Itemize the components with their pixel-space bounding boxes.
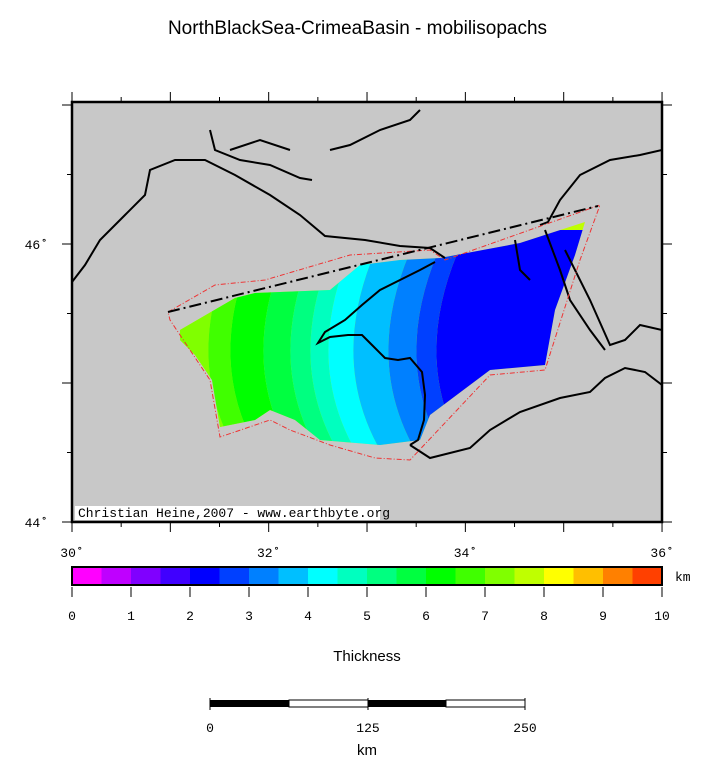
lat-tick-label: 46˚: [25, 238, 48, 253]
colorbar-unit: km: [675, 570, 691, 585]
colorbar-tick-label: 10: [654, 609, 670, 624]
colorbar-tick-label: 7: [481, 609, 489, 624]
thickness-band: [353, 230, 435, 445]
scalebar-unit: km: [357, 742, 377, 759]
frame-ticks: [62, 92, 672, 532]
coastline-crimea: [315, 261, 436, 446]
colorbar-swatch: [544, 567, 574, 585]
colorbar-tick-label: 5: [363, 609, 371, 624]
colorbar-swatch: [72, 567, 102, 585]
scalebar-tick-label: 250: [513, 721, 536, 736]
thickness-band: [328, 230, 400, 445]
colorbar-swatch: [249, 567, 279, 585]
colorbar-swatch: [426, 567, 456, 585]
colorbar-tick-label: 1: [127, 609, 135, 624]
colorbar-swatch: [131, 567, 161, 585]
colorbar-swatch: [632, 567, 663, 585]
thickness-band: [310, 230, 375, 445]
basin-outline: [167, 204, 601, 461]
lat-tick-label: 44˚: [25, 516, 48, 531]
lon-tick-label: 36˚: [650, 546, 673, 561]
thickness-band: [290, 230, 357, 445]
colorbar-tick-label: 2: [186, 609, 194, 624]
colorbar-swatch: [190, 567, 220, 585]
lon-tick-label: 30˚: [60, 546, 83, 561]
colorbar-swatch: [219, 567, 250, 585]
scalebar-tick-label: 125: [356, 721, 379, 736]
colorbar-frame: [71, 566, 663, 586]
map-title: NorthBlackSea-CrimeaBasin - mobilisopach…: [167, 18, 548, 39]
colorbar-tick-label: 6: [422, 609, 430, 624]
colorbar: [72, 567, 663, 585]
thickness-band: [388, 230, 463, 445]
coastline-azov: [514, 149, 662, 347]
colorbar-swatch: [455, 567, 486, 585]
colorbar-tick-label: 9: [599, 609, 607, 624]
lon-tick-label: 32˚: [257, 546, 280, 561]
colorbar-swatch: [396, 567, 427, 585]
colorbar-swatch: [367, 567, 397, 585]
colorbar-swatch: [485, 567, 515, 585]
basin-boundary-line: [167, 205, 599, 313]
colorbar-tick-label: 8: [540, 609, 548, 624]
colorbar-swatch: [337, 567, 368, 585]
lon-tick-label: 34˚: [454, 546, 477, 561]
colorbar-swatch: [514, 567, 545, 585]
credit-box: [75, 506, 380, 520]
credit-text: Christian Heine,2007 - www.earthbyte.org: [78, 506, 390, 521]
colorbar-swatch: [573, 567, 604, 585]
colorbar-tick-label: 4: [304, 609, 312, 624]
coastline-taman: [544, 229, 606, 351]
colorbar-tick-label: 3: [245, 609, 253, 624]
scalebar-tick-label: 0: [206, 721, 214, 736]
coastline-south: [409, 366, 662, 460]
colorbar-swatch: [603, 567, 633, 585]
coastline-north: [72, 159, 446, 283]
colorbar-swatch: [160, 567, 191, 585]
scale-bar: [209, 698, 526, 710]
coastline-dnieper: [209, 129, 313, 181]
colorbar-label: Thickness: [333, 648, 401, 665]
colorbar-swatch: [101, 567, 132, 585]
colorbar-swatch: [278, 567, 309, 585]
colorbar-swatch: [308, 567, 338, 585]
coastline-bay: [329, 109, 421, 151]
colorbar-tick-label: 0: [68, 609, 76, 624]
